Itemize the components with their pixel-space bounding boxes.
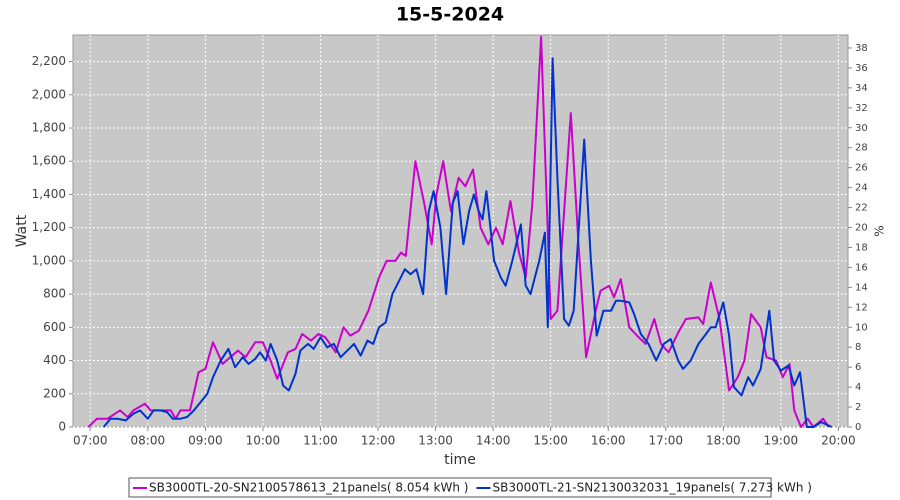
- x-tick-label: 18:00: [706, 434, 741, 448]
- y-tick-label: 800: [43, 287, 66, 301]
- y2-tick-label: 4: [855, 382, 861, 393]
- y-tick-label: 400: [43, 353, 66, 367]
- legend-label: SB3000TL-20-SN2100578613_21panels( 8.054…: [149, 481, 468, 495]
- y2-tick-label: 10: [855, 322, 868, 333]
- x-tick-label: 07:00: [73, 434, 108, 448]
- x-tick-label: 12:00: [361, 434, 396, 448]
- y2-tick-label: 28: [855, 143, 868, 154]
- legend-label: SB3000TL-21-SN2130032031_19panels( 7.273…: [492, 481, 811, 495]
- x-tick-label: 20:00: [821, 434, 856, 448]
- y-tick-label: 2,200: [32, 54, 66, 68]
- x-axis-label: time: [444, 452, 476, 468]
- x-tick-label: 09:00: [188, 434, 223, 448]
- x-tick-label: 15:00: [533, 434, 568, 448]
- series-line: [87, 35, 830, 428]
- y2-tick-label: 12: [855, 302, 868, 313]
- y-tick-label: 1,000: [32, 253, 66, 267]
- y-tick-label: 1,800: [32, 121, 66, 135]
- plot-area: [72, 34, 849, 428]
- x-tick-label: 16:00: [591, 434, 626, 448]
- y2-tick-label: 2: [855, 402, 861, 413]
- x-tick-label: 11:00: [303, 434, 338, 448]
- x-tick-label: 14:00: [476, 434, 511, 448]
- series-line: [102, 57, 833, 428]
- y2-tick-label: 32: [855, 103, 868, 114]
- y2-tick-label: 34: [855, 83, 868, 94]
- y-tick-label: 2,000: [32, 87, 66, 101]
- y2-tick-label: 38: [855, 43, 868, 54]
- y2-tick-label: 14: [855, 282, 868, 293]
- x-tick-label: 08:00: [131, 434, 166, 448]
- y-tick-label: 200: [43, 386, 66, 400]
- y2-tick-label: 24: [855, 183, 868, 194]
- y-axis-label: Watt: [14, 214, 30, 247]
- y-tick-label: 0: [58, 420, 66, 434]
- y-tick-label: 1,400: [32, 187, 66, 201]
- y2-tick-label: 26: [855, 163, 868, 174]
- y2-tick-label: 20: [855, 223, 868, 234]
- x-tick-label: 19:00: [764, 434, 799, 448]
- y2-axis-label: %: [873, 225, 887, 236]
- y2-tick-label: 18: [855, 242, 868, 253]
- y-tick-label: 600: [43, 320, 66, 334]
- y2-tick-label: 22: [855, 203, 868, 214]
- y2-tick-label: 6: [855, 362, 861, 373]
- y2-tick-label: 0: [855, 422, 861, 433]
- chart-title: 15-5-2024: [396, 4, 504, 26]
- y-tick-label: 1,200: [32, 220, 66, 234]
- y-tick-label: 1,600: [32, 154, 66, 168]
- x-tick-label: 13:00: [418, 434, 453, 448]
- y2-tick-label: 8: [855, 342, 861, 353]
- legend: [128, 477, 772, 498]
- y2-tick-label: 16: [855, 262, 868, 273]
- y2-tick-label: 30: [855, 123, 868, 134]
- y2-tick-label: 36: [855, 63, 868, 74]
- x-tick-label: 17:00: [648, 434, 683, 448]
- x-tick-label: 10:00: [246, 434, 281, 448]
